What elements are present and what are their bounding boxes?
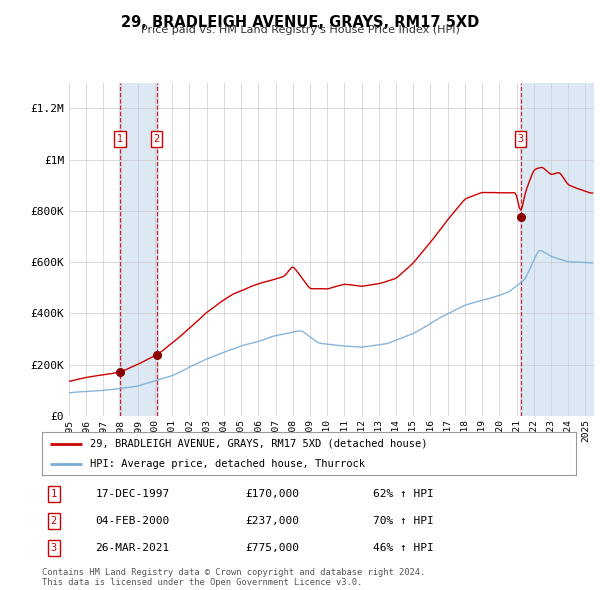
Text: Contains HM Land Registry data © Crown copyright and database right 2024.: Contains HM Land Registry data © Crown c… <box>42 568 425 576</box>
Text: 3: 3 <box>517 134 524 144</box>
Text: 46% ↑ HPI: 46% ↑ HPI <box>373 543 434 553</box>
Text: 26-MAR-2021: 26-MAR-2021 <box>95 543 170 553</box>
Bar <box>119 83 158 416</box>
Text: 2: 2 <box>154 134 160 144</box>
Text: Price paid vs. HM Land Registry's House Price Index (HPI): Price paid vs. HM Land Registry's House … <box>140 25 460 35</box>
Text: 3: 3 <box>50 543 57 553</box>
Text: £775,000: £775,000 <box>245 543 299 553</box>
Text: 29, BRADLEIGH AVENUE, GRAYS, RM17 5XD: 29, BRADLEIGH AVENUE, GRAYS, RM17 5XD <box>121 15 479 30</box>
Text: 70% ↑ HPI: 70% ↑ HPI <box>373 516 434 526</box>
Text: 62% ↑ HPI: 62% ↑ HPI <box>373 489 434 499</box>
Text: £170,000: £170,000 <box>245 489 299 499</box>
Text: This data is licensed under the Open Government Licence v3.0.: This data is licensed under the Open Gov… <box>42 578 362 587</box>
Text: 17-DEC-1997: 17-DEC-1997 <box>95 489 170 499</box>
Text: 29, BRADLEIGH AVENUE, GRAYS, RM17 5XD (detached house): 29, BRADLEIGH AVENUE, GRAYS, RM17 5XD (d… <box>90 439 428 449</box>
Text: HPI: Average price, detached house, Thurrock: HPI: Average price, detached house, Thur… <box>90 460 365 469</box>
Text: 2: 2 <box>50 516 57 526</box>
Text: 1: 1 <box>50 489 57 499</box>
Text: £237,000: £237,000 <box>245 516 299 526</box>
Text: 04-FEB-2000: 04-FEB-2000 <box>95 516 170 526</box>
Bar <box>520 83 594 416</box>
Text: 1: 1 <box>117 134 123 144</box>
